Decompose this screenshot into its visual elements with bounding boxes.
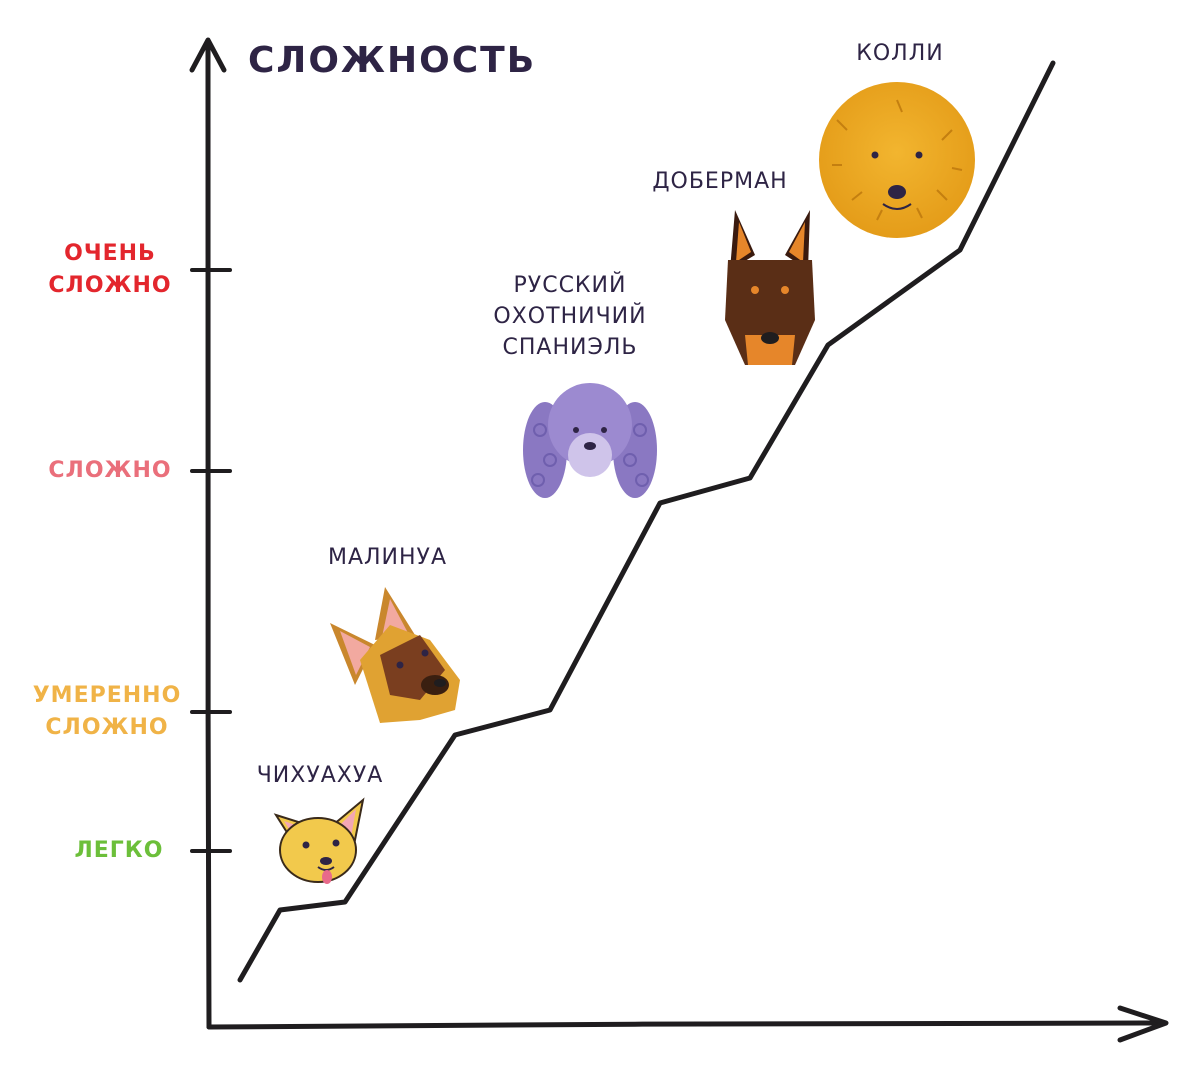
- y-tick-marks: [190, 268, 232, 853]
- difficulty-line: [237, 60, 1056, 983]
- label-collie: КОЛЛИ: [856, 41, 944, 66]
- doberman-icon: [725, 210, 815, 365]
- label-malinois: МАЛИНУА: [327, 545, 448, 570]
- y-tick-label-very-hard: ОЧЕНЬ СЛОЖНО: [48, 241, 172, 298]
- label-russian-spaniel: РУССКИЙ ОХОТНИЧИЙ СПАНИЭЛЬ: [493, 273, 647, 360]
- y-axis-title: СЛОЖНОСТЬ: [248, 40, 537, 81]
- spaniel-icon: [523, 383, 657, 498]
- label-chihuahua: ЧИХУАХУА: [256, 763, 384, 788]
- y-axis: [189, 37, 227, 1030]
- y-tick-label-easy: ЛЕГКО: [74, 838, 164, 863]
- collie-icon: [819, 82, 975, 238]
- x-axis: [206, 1005, 1169, 1043]
- label-doberman: ДОБЕРМАН: [652, 169, 788, 194]
- chihuahua-icon: [273, 797, 365, 884]
- y-tick-label-moderate: УМЕРЕННО СЛОЖНО: [32, 683, 182, 740]
- y-tick-label-hard: СЛОЖНО: [48, 458, 172, 483]
- malinois-icon: [330, 587, 460, 723]
